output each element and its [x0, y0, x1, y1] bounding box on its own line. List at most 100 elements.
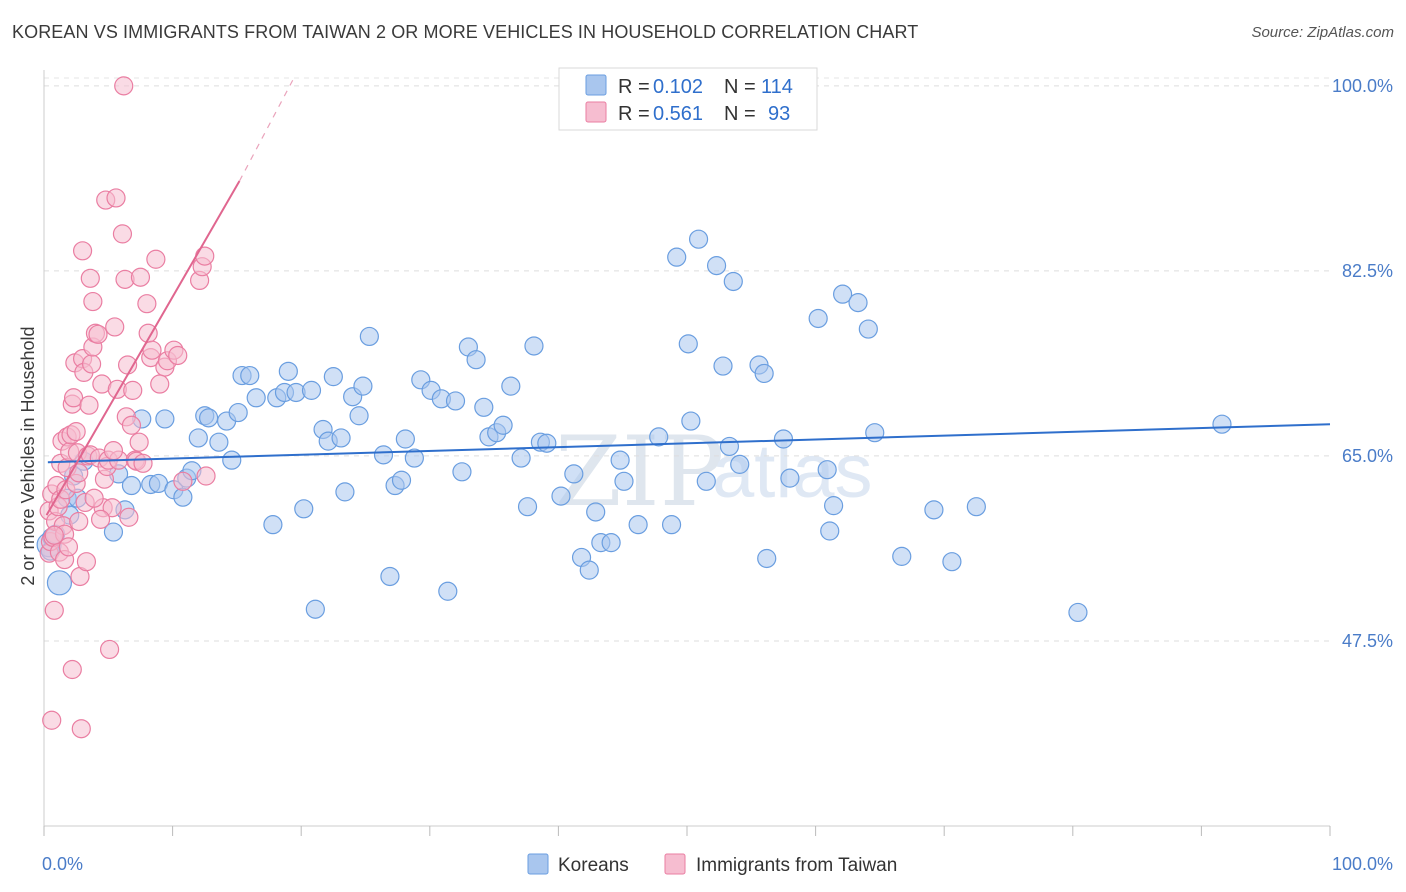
stats-legend-row-koreans: R = 0.102 N = 114: [585, 74, 793, 98]
data-point: [824, 496, 844, 516]
data-point: [537, 433, 557, 453]
data-point: [114, 76, 134, 96]
data-point: [196, 466, 216, 486]
data-point: [199, 408, 219, 428]
data-point: [817, 460, 837, 480]
data-point: [69, 511, 89, 532]
data-point: [155, 409, 175, 429]
data-point: [69, 463, 89, 483]
source-credit: Source: ZipAtlas.com: [1251, 24, 1394, 41]
data-point: [1212, 414, 1232, 434]
data-point: [445, 391, 466, 411]
data-point: [42, 710, 62, 730]
data-point: [66, 422, 86, 442]
series-koreans: [36, 229, 1232, 623]
data-point: [129, 432, 149, 452]
legend-swatch-koreans: [585, 74, 607, 96]
data-point: [723, 271, 743, 292]
data-point: [493, 415, 513, 435]
data-point: [263, 515, 283, 535]
data-point: [757, 548, 777, 569]
data-point: [63, 388, 84, 408]
data-point: [667, 247, 687, 267]
data-point: [610, 450, 630, 470]
data-point: [294, 499, 314, 519]
stats-legend-row-taiwan: R = 0.561 N = 93: [585, 101, 790, 125]
data-point: [349, 406, 369, 426]
data-point: [858, 319, 878, 339]
legend-r-label: R =: [618, 76, 650, 98]
data-point: [246, 388, 266, 408]
data-point: [62, 659, 82, 680]
data-point: [628, 515, 648, 535]
data-point: [649, 427, 669, 447]
x-tick-label: 100.0%: [1332, 854, 1393, 874]
data-point: [99, 639, 120, 660]
data-point: [112, 224, 133, 244]
data-point: [524, 336, 544, 356]
data-point: [395, 429, 415, 449]
data-point: [188, 428, 208, 448]
data-point: [46, 570, 73, 596]
data-point: [564, 464, 584, 484]
data-point: [466, 350, 486, 370]
data-point: [105, 317, 125, 337]
data-point: [335, 482, 355, 502]
data-point: [168, 345, 188, 366]
data-point: [222, 450, 242, 470]
y-axis-label: 2 or more Vehicles in Household: [18, 326, 38, 585]
data-point: [601, 533, 621, 553]
data-point: [688, 229, 709, 249]
trend-line-taiwan-extension: [238, 76, 296, 182]
grid-lines: [44, 77, 1330, 642]
data-point: [706, 256, 727, 276]
data-point: [133, 453, 153, 473]
data-point: [501, 376, 521, 396]
data-point: [719, 436, 740, 457]
x-tick-labels: 0.0% 100.0%: [42, 854, 1393, 874]
axes: [43, 70, 1331, 836]
series-immigrants-from-taiwan: [39, 76, 216, 739]
data-point: [76, 552, 97, 572]
data-point: [84, 488, 104, 508]
data-point: [681, 411, 701, 431]
legend-n-label: N =: [724, 103, 756, 125]
data-point: [696, 471, 716, 491]
data-point: [452, 462, 472, 482]
data-point: [278, 361, 298, 381]
data-point: [331, 428, 351, 448]
data-point: [942, 552, 962, 572]
data-point: [102, 498, 122, 518]
data-point: [71, 719, 91, 739]
data-point: [121, 475, 142, 496]
legend-n-value: 93: [768, 103, 790, 125]
data-point: [119, 507, 139, 527]
data-point: [404, 448, 424, 468]
data-point: [353, 376, 373, 396]
x-tick-label: 0.0%: [42, 854, 83, 874]
data-point: [83, 291, 103, 312]
trend-lines: [45, 76, 1331, 516]
data-point: [130, 267, 151, 287]
data-point: [511, 448, 531, 468]
data-point: [123, 380, 143, 400]
data-point: [438, 581, 458, 601]
data-point: [678, 334, 698, 354]
data-point: [121, 415, 142, 435]
data-point: [474, 397, 494, 417]
y-tick-label: 100.0%: [1332, 76, 1393, 96]
legend-n-value: 114: [761, 76, 793, 98]
legend-r-label: R =: [618, 103, 650, 125]
legend-r-value: 0.102: [653, 76, 703, 98]
y-tick-label: 82.5%: [1342, 261, 1393, 281]
stats-legend: R = 0.102 N = 114 R = 0.561 N = 93: [558, 67, 818, 131]
data-point: [517, 497, 538, 517]
data-point: [106, 188, 126, 208]
trend-line-koreans: [47, 423, 1331, 464]
data-point: [58, 537, 79, 557]
data-point: [614, 471, 634, 491]
data-point: [240, 365, 260, 386]
data-point: [137, 294, 157, 314]
y-tick-labels: 100.0% 82.5% 65.0% 47.5%: [1332, 76, 1393, 651]
